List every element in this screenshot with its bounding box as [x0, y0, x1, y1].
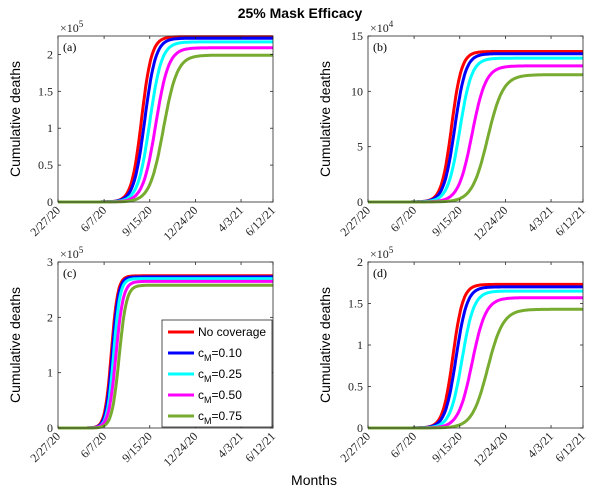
multiplier-exponent: 4: [389, 19, 394, 29]
panel-label: (c): [63, 266, 76, 280]
y-tick-label: 2: [47, 47, 53, 61]
legend-entry-label: cM=0.10: [198, 346, 242, 363]
legend-subscript: M: [204, 416, 212, 426]
panel-label: (b): [373, 40, 387, 54]
chart-panel: 0 0.5 1 1.5 2 2/27/20 6/7/20 9/15/20 12/24/20 4/3…: [317, 245, 588, 469]
x-tick-label: 4/3/21: [215, 203, 247, 235]
multiplier-base: ×10: [60, 247, 79, 261]
x-tick-label: 2/27/20: [27, 203, 63, 239]
y-tick-label: 3: [47, 255, 53, 269]
y-axis-multiplier: ×104: [370, 19, 394, 35]
x-tick-label: 6/7/20: [388, 203, 420, 235]
y-tick-label: 0.5: [348, 380, 363, 394]
x-tick-label: 2/27/20: [27, 429, 63, 465]
axes-box: [57, 261, 274, 429]
legend-main: c: [198, 388, 204, 402]
multiplier-base: ×10: [370, 247, 389, 261]
x-tick-label: 9/15/20: [429, 203, 465, 239]
y-tick-label: 1: [47, 366, 53, 380]
y-tick-label: 0: [357, 421, 363, 435]
y-tick-label: 0: [357, 195, 363, 209]
multiplier-exponent: 5: [79, 19, 84, 29]
legend-subscript: M: [204, 395, 212, 405]
x-tick-label: 9/15/20: [429, 429, 465, 465]
y-axis-multiplier: ×105: [60, 19, 84, 35]
legend-main: c: [198, 409, 204, 423]
x-tick-label: 6/7/20: [388, 429, 420, 461]
legend-subscript: M: [204, 374, 212, 384]
x-tick-label: 4/3/21: [525, 203, 557, 235]
y-axis-label: Cumulative deaths: [7, 287, 23, 403]
y-tick-label: 0: [47, 195, 53, 209]
legend-entry-label: cM=0.75: [198, 409, 242, 426]
figure-title: 25% Mask Efficacy: [238, 5, 363, 21]
panel-label: (a): [63, 40, 76, 54]
y-axis-label: Cumulative deaths: [317, 61, 333, 177]
x-tick-label: 12/24/20: [470, 429, 510, 469]
x-tick-label: 2/27/20: [337, 203, 373, 239]
y-tick-label: 1.5: [38, 84, 53, 98]
multiplier-exponent: 5: [389, 245, 394, 255]
y-axis-multiplier: ×105: [370, 245, 394, 261]
y-tick-label: 0.5: [38, 158, 53, 172]
y-tick-label: 15: [351, 29, 363, 43]
legend-main: No coverage: [198, 325, 266, 339]
x-tick-label: 6/12/21: [552, 429, 588, 465]
y-tick-label: 1.5: [348, 297, 363, 311]
x-tick-label: 9/15/20: [119, 429, 155, 465]
legend-suffix: =0.75: [212, 409, 243, 423]
chart-panel: 0 5 10 15 2/27/20 6/7/20 9/15/20 12/24/20 4/3/21…: [317, 19, 588, 243]
x-tick-label: 12/24/20: [470, 203, 510, 243]
axes-box: [57, 35, 274, 203]
axes-box: [367, 35, 584, 203]
y-tick-label: 1: [357, 338, 363, 352]
legend-subscript: M: [204, 353, 212, 363]
x-tick-label: 12/24/20: [160, 429, 200, 469]
multiplier-base: ×10: [370, 21, 389, 35]
x-tick-label: 2/27/20: [337, 429, 373, 465]
y-tick-label: 10: [351, 84, 363, 98]
y-tick-label: 0: [47, 421, 53, 435]
figure-xlabel: Months: [291, 472, 337, 488]
legend-main: c: [198, 367, 204, 381]
y-tick-label: 2: [357, 255, 363, 269]
legend-entry-label: cM=0.50: [198, 388, 242, 405]
legend-suffix: =0.50: [212, 388, 243, 402]
y-tick-label: 5: [357, 140, 363, 154]
legend-entry-label: cM=0.25: [198, 367, 242, 384]
x-tick-label: 6/12/21: [552, 203, 588, 239]
legend-suffix: =0.25: [212, 367, 243, 381]
legend-suffix: =0.10: [212, 346, 243, 360]
multiplier-base: ×10: [60, 21, 79, 35]
y-tick-label: 1: [47, 121, 53, 135]
chart-panel: 0 0.5 1 1.5 2 2/27/20 6/7/20 9/15/20 12/24/20 4/3…: [7, 19, 278, 243]
y-tick-label: 2: [47, 310, 53, 324]
x-tick-label: 6/12/21: [242, 203, 278, 239]
y-axis-multiplier: ×105: [60, 245, 84, 261]
legend-entry-label: No coverage: [198, 325, 266, 339]
y-axis-label: Cumulative deaths: [317, 287, 333, 403]
x-tick-label: 4/3/21: [215, 429, 247, 461]
series-line-5: [367, 307, 584, 430]
multiplier-exponent: 5: [79, 245, 84, 255]
x-tick-label: 4/3/21: [525, 429, 557, 461]
x-tick-label: 6/12/21: [242, 429, 278, 465]
x-tick-label: 6/7/20: [78, 429, 110, 461]
y-axis-label: Cumulative deaths: [7, 61, 23, 177]
x-tick-label: 12/24/20: [160, 203, 200, 243]
series-line-5: [367, 73, 584, 204]
x-tick-label: 6/7/20: [78, 203, 110, 235]
legend-main: c: [198, 346, 204, 360]
x-tick-label: 9/15/20: [119, 203, 155, 239]
panel-label: (d): [373, 266, 387, 280]
